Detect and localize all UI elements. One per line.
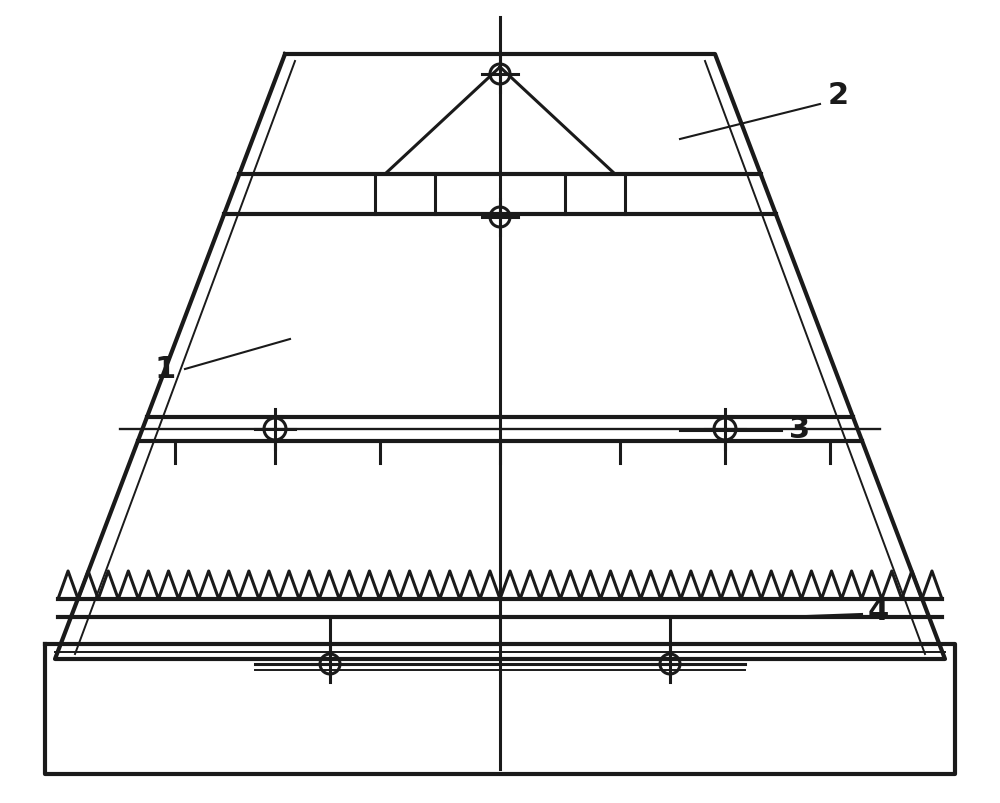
Text: 3: 3: [789, 415, 811, 444]
Text: 1: 1: [154, 355, 176, 384]
Text: 4: 4: [867, 597, 889, 626]
Text: 2: 2: [827, 80, 849, 109]
